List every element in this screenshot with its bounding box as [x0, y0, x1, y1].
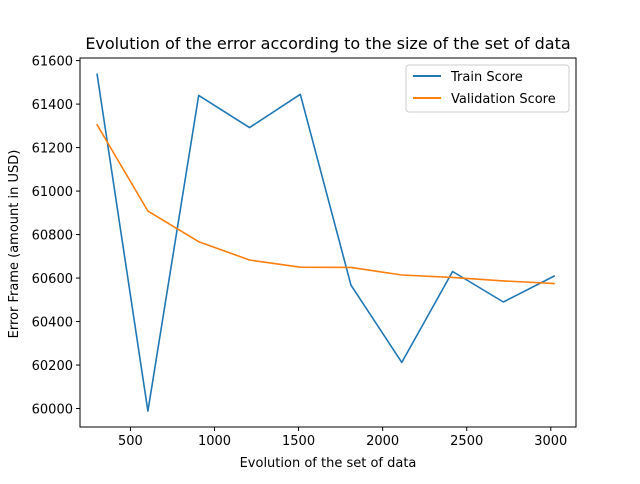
validation-score-line	[96, 123, 555, 285]
y-axis-label: Error Frame (amount in USD)	[7, 150, 22, 339]
axis-ticks: 500 1000 1500 2000 2500 3000 60000 60200 60400 60…	[32, 55, 568, 449]
x-tick-label: 500	[118, 434, 143, 449]
legend-label-train: Train Score	[450, 70, 523, 85]
x-tick-label: 1500	[282, 434, 315, 449]
train-score-line	[96, 73, 556, 412]
plot-area-frame	[79, 57, 577, 428]
x-axis-label: Evolution of the set of data	[240, 456, 417, 471]
y-tick-label: 61400	[32, 98, 73, 113]
y-tick-label: 61000	[32, 185, 73, 200]
y-tick-label: 60400	[32, 316, 73, 331]
legend-box	[405, 64, 570, 113]
y-tick-label: 61200	[32, 142, 73, 157]
legend: Train Score Validation Score	[405, 64, 570, 113]
y-tick-label: 60000	[32, 403, 73, 418]
legend-label-validation: Validation Score	[451, 92, 556, 107]
chart-title: Evolution of the error according to the …	[85, 34, 570, 53]
y-tick-label: 61600	[32, 55, 73, 70]
x-tick-label: 2500	[450, 434, 483, 449]
y-tick-label: 60800	[32, 229, 73, 244]
y-tick-label: 60600	[32, 272, 73, 287]
y-tick-label: 60200	[32, 359, 73, 374]
x-tick-label: 3000	[534, 434, 567, 449]
x-tick-label: 1000	[198, 434, 231, 449]
plot-series	[96, 73, 556, 412]
x-tick-label: 2000	[366, 434, 399, 449]
